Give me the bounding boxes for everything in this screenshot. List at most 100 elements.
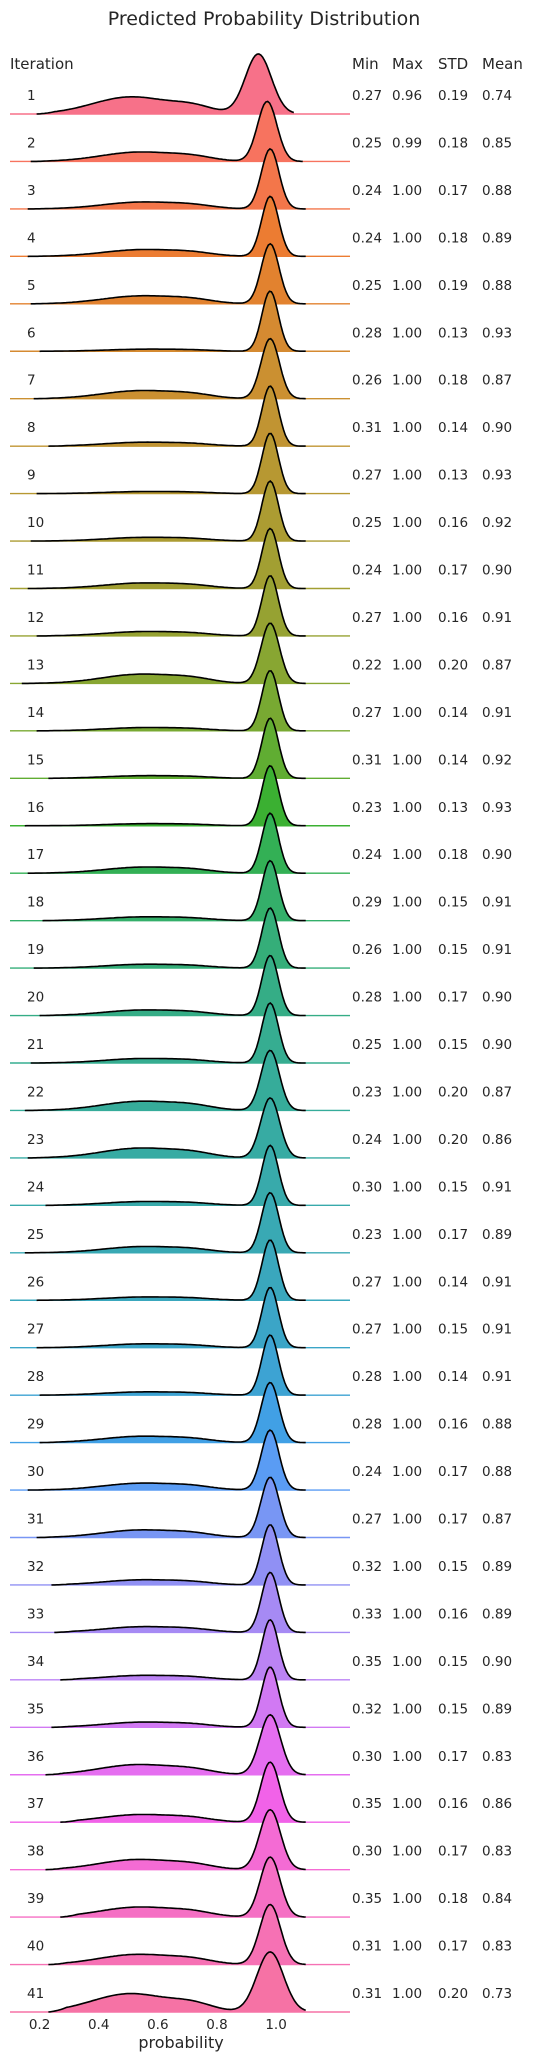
density-fill [51,1525,306,1585]
min-value: 0.35 [352,1796,382,1812]
min-value: 0.23 [352,1227,382,1243]
max-value: 0.96 [392,88,422,104]
ridge-row: 5 0.25 1.00 0.19 0.88 [10,242,512,305]
std-value: 0.18 [438,847,468,863]
iteration-label: 18 [27,895,44,911]
density-fill [30,1003,306,1063]
min-value: 0.31 [352,1986,382,2002]
min-value: 0.25 [352,278,382,294]
iteration-label: 30 [27,1464,44,1480]
x-axis: 0.2 0.4 0.6 0.8 1.0 [29,2017,287,2033]
iteration-label: 38 [27,1844,44,1860]
density-fill [27,1097,306,1158]
x-tick-label: 0.6 [147,2017,168,2033]
density-outline [45,1808,306,1871]
density-outline [39,290,306,353]
min-value: 0.31 [352,752,382,768]
max-value: 1.00 [392,1749,422,1765]
density-fill [27,528,306,589]
mean-value: 0.88 [482,1417,512,1433]
min-value: 0.24 [352,1132,382,1148]
x-axis-label: probability [138,2033,223,2052]
mean-value: 0.93 [482,468,512,484]
min-value: 0.28 [352,990,382,1006]
density-fill [27,1430,306,1491]
std-value: 0.15 [438,1037,468,1053]
std-value: 0.17 [438,1227,468,1243]
density-outline [51,1666,306,1729]
min-value: 0.28 [352,325,382,341]
std-value: 0.13 [438,468,468,484]
density-fill [27,813,306,874]
ridge-row: 20 0.28 1.00 0.17 0.90 [10,954,512,1017]
iteration-label: 10 [27,515,44,531]
max-value: 1.00 [392,1417,422,1433]
density-outline [27,147,306,210]
std-value: 0.16 [438,515,468,531]
density-outline [33,337,306,400]
ridge-row: 36 0.30 1.00 0.17 0.83 [10,1713,512,1776]
density-outline [24,1049,306,1112]
density-fill [60,1857,306,1918]
max-value: 1.00 [392,1559,422,1575]
mean-value: 0.87 [482,373,512,389]
std-value: 0.19 [438,278,468,294]
density-outline [36,53,295,115]
density-fill [54,1572,306,1633]
ridge-row: 8 0.31 1.00 0.14 0.90 [10,385,512,447]
density-outline [39,954,306,1017]
max-value: 1.00 [392,1322,422,1338]
iteration-label: 6 [27,325,36,341]
density-fill [39,955,306,1016]
density-outline [36,432,306,495]
std-value: 0.18 [438,373,468,389]
std-value: 0.19 [438,88,468,104]
max-value: 1.00 [392,1084,422,1100]
min-value: 0.31 [352,420,382,436]
max-value: 1.00 [392,278,422,294]
density-outline [36,1286,306,1349]
min-value: 0.25 [352,1037,382,1053]
std-value: 0.17 [438,990,468,1006]
x-tick-label: 0.8 [206,2017,227,2033]
max-value: 1.00 [392,1179,422,1195]
ridge-row: 13 0.22 1.00 0.20 0.87 [10,622,512,685]
density-fill [39,291,306,352]
density-outline [24,1191,306,1254]
min-value: 0.31 [352,1939,382,1955]
iteration-label: 24 [27,1179,44,1195]
min-value: 0.27 [352,468,382,484]
mean-value: 0.88 [482,278,512,294]
mean-value: 0.83 [482,1844,512,1860]
density-outline [27,527,306,590]
mean-value: 0.91 [482,942,512,958]
min-value: 0.29 [352,895,382,911]
mean-value: 0.74 [482,88,512,104]
min-value: 0.35 [352,1891,382,1907]
std-value: 0.17 [438,1464,468,1480]
std-value: 0.14 [438,1369,468,1385]
ridge-row: 6 0.28 1.00 0.13 0.93 [10,290,512,353]
iteration-label: 13 [27,657,44,673]
mean-value: 0.86 [482,1796,512,1812]
ridge-row: 34 0.35 1.00 0.15 0.90 [10,1618,512,1681]
density-fill [24,765,306,826]
std-value: 0.20 [438,1986,468,2002]
density-outline [60,1761,306,1823]
min-value: 0.27 [352,1512,382,1528]
iteration-label: 17 [27,847,44,863]
max-value: 1.00 [392,230,422,246]
density-fill [36,54,294,114]
mean-value: 0.89 [482,230,512,246]
mean-value: 0.86 [482,1132,512,1148]
std-value: 0.17 [438,1939,468,1955]
ridge-row: 1 0.27 0.96 0.19 0.74 [10,53,512,115]
std-column-header: STD [438,55,468,73]
density-fill [51,1667,306,1728]
max-value: 1.00 [392,610,422,626]
ridge-row: 28 0.28 1.00 0.14 0.91 [10,1334,512,1396]
mean-value: 0.84 [482,1891,512,1907]
density-fill [33,908,306,969]
max-value: 1.00 [392,1654,422,1670]
std-value: 0.17 [438,1512,468,1528]
